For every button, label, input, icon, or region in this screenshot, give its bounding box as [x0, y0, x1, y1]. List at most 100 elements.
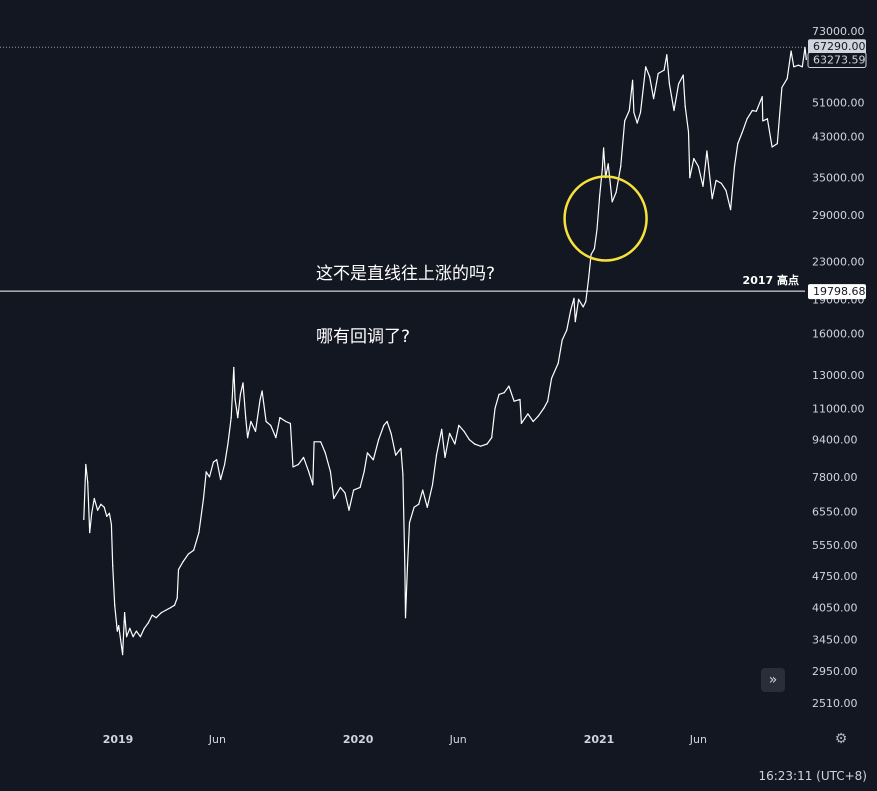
- price-point: [607, 163, 609, 165]
- price-point: [666, 54, 668, 56]
- price-point: [285, 420, 287, 423]
- price-point: [479, 445, 482, 447]
- annotations: [563, 175, 648, 262]
- price-point: [611, 201, 613, 203]
- y-tick-label: 13000.00: [812, 369, 865, 382]
- price-point: [83, 518, 85, 521]
- price-point: [766, 118, 769, 120]
- x-tick-label: Jun: [689, 733, 707, 746]
- price-point: [247, 437, 249, 439]
- price-point: [123, 611, 126, 614]
- price-point: [463, 430, 465, 433]
- price-point: [532, 420, 534, 423]
- price-point: [259, 398, 261, 401]
- price-point: [302, 456, 305, 459]
- reference-line-label: 2017 高点: [743, 273, 799, 287]
- price-point: [245, 417, 247, 419]
- price-point: [684, 105, 686, 108]
- y-tick-label: 2510.00: [812, 697, 858, 710]
- price-point: [129, 627, 131, 629]
- price-point: [135, 630, 138, 632]
- price-point: [106, 515, 108, 517]
- price-point: [91, 512, 93, 514]
- price-point: [486, 443, 488, 445]
- price-point: [519, 398, 521, 401]
- price-point: [781, 86, 783, 89]
- price-point: [639, 111, 642, 114]
- price-point: [208, 476, 211, 478]
- price-point: [657, 72, 659, 75]
- price-point: [118, 625, 120, 627]
- price-point: [418, 503, 420, 505]
- price-point: [697, 165, 699, 168]
- price-point: [468, 439, 470, 441]
- price-point: [289, 422, 291, 425]
- y-tick-label: 3450.00: [812, 634, 858, 647]
- price-point: [601, 168, 603, 170]
- highlight-circle: [563, 175, 648, 262]
- price-point: [143, 627, 145, 629]
- price-point: [406, 564, 409, 567]
- price-point: [678, 83, 680, 85]
- price-point: [114, 604, 116, 606]
- price-point: [100, 503, 102, 505]
- price-point: [508, 385, 510, 387]
- price-point: [790, 50, 792, 52]
- price-point: [547, 400, 549, 402]
- price-point: [265, 420, 267, 423]
- price-point: [720, 182, 722, 184]
- price-point: [668, 83, 671, 85]
- gear-icon[interactable]: ⚙: [834, 731, 848, 747]
- price-point: [746, 118, 748, 120]
- y-tick-label: 29000.00: [812, 209, 865, 222]
- price-point: [435, 454, 438, 456]
- price-point: [348, 509, 350, 511]
- price-point: [87, 481, 89, 483]
- price-point: [372, 459, 374, 461]
- price-point: [151, 614, 153, 616]
- price-point: [125, 636, 128, 638]
- price-point: [603, 147, 605, 149]
- price-point: [761, 96, 763, 98]
- price-point: [359, 486, 361, 489]
- price-point: [85, 463, 87, 466]
- price-point: [537, 415, 540, 417]
- x-axis: 2019 Jun 2020 Jun 2021 Jun: [103, 733, 707, 746]
- scroll-to-realtime-button[interactable]: »: [761, 668, 785, 692]
- x-tick-label: 2019: [103, 733, 134, 746]
- price-point: [628, 109, 630, 112]
- price-point: [313, 441, 315, 443]
- price-point: [112, 564, 114, 567]
- price-point: [741, 131, 744, 133]
- price-point: [730, 209, 732, 211]
- price-point: [733, 165, 736, 168]
- price-point: [103, 506, 105, 508]
- price-point: [116, 630, 118, 632]
- price-point: [786, 77, 788, 80]
- y-tick-label: 11000.00: [812, 402, 865, 415]
- price-point: [624, 120, 626, 122]
- price-tag-text: 67290.00: [813, 40, 866, 53]
- price-point: [689, 176, 691, 179]
- price-point: [292, 466, 294, 468]
- y-tick-label: 6550.00: [812, 506, 858, 519]
- price-point: [653, 98, 655, 100]
- price-tag-text: 63273.59: [813, 54, 866, 67]
- price-point: [170, 607, 172, 609]
- price-point: [706, 150, 708, 152]
- price-point: [182, 561, 184, 563]
- price-point: [693, 157, 695, 160]
- price-point: [312, 484, 314, 486]
- price-point: [344, 492, 346, 494]
- price-point: [120, 638, 122, 641]
- price-point: [386, 420, 388, 423]
- price-point: [261, 390, 263, 392]
- price-point: [223, 463, 226, 466]
- price-point: [474, 443, 476, 445]
- price-point: [801, 66, 803, 68]
- timezone-clock: 16:23:11 (UTC+8): [758, 769, 867, 783]
- price-point: [431, 484, 434, 486]
- price-point: [573, 297, 575, 299]
- price-point: [494, 407, 496, 409]
